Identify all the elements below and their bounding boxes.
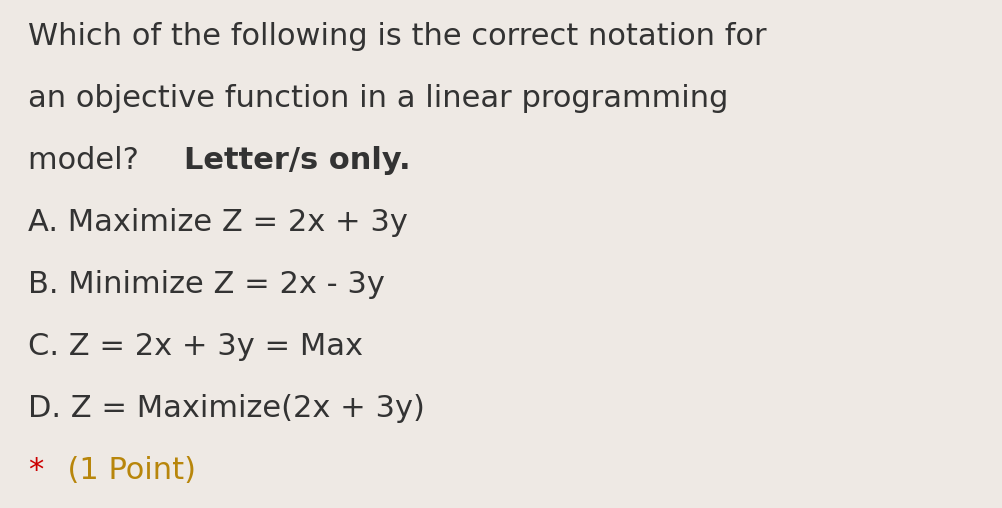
Text: Which of the following is the correct notation for: Which of the following is the correct no… bbox=[28, 22, 766, 51]
Text: A. Maximize Z = 2x + 3y: A. Maximize Z = 2x + 3y bbox=[28, 208, 408, 237]
Text: Letter/s only.: Letter/s only. bbox=[183, 146, 410, 175]
Text: *: * bbox=[28, 456, 43, 485]
Text: B. Minimize Z = 2x - 3y: B. Minimize Z = 2x - 3y bbox=[28, 270, 385, 299]
Text: C. Z = 2x + 3y = Max: C. Z = 2x + 3y = Max bbox=[28, 332, 363, 361]
Text: model?: model? bbox=[28, 146, 148, 175]
Text: (1 Point): (1 Point) bbox=[48, 456, 195, 485]
Text: D. Z = Maximize(2x + 3y): D. Z = Maximize(2x + 3y) bbox=[28, 394, 425, 423]
Text: an objective function in a linear programming: an objective function in a linear progra… bbox=[28, 84, 727, 113]
